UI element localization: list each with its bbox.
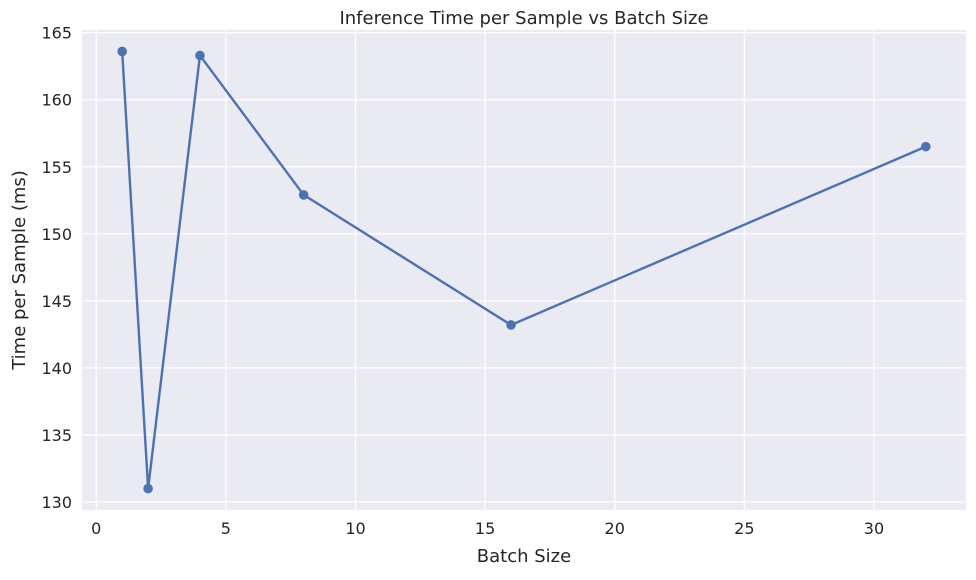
- y-tick-label: 160: [41, 91, 72, 110]
- series-line: [120, 51, 927, 490]
- data-point: [921, 141, 931, 152]
- x-tick-label: 10: [345, 519, 365, 538]
- data-point: [143, 483, 153, 494]
- y-tick-label: 155: [41, 158, 72, 177]
- x-axis-label: Batch Size: [477, 546, 571, 567]
- y-tick-label: 130: [41, 493, 72, 512]
- plot-area: [82, 30, 966, 510]
- x-tick-label: 5: [221, 519, 231, 538]
- x-tick-label: 0: [91, 519, 101, 538]
- y-tick-label: 165: [41, 24, 72, 43]
- x-axis-ticks: 0 5 10 15 20 25 30: [91, 519, 884, 538]
- data-point: [298, 190, 309, 200]
- x-tick-label: 25: [734, 519, 754, 538]
- data-point: [117, 46, 127, 57]
- x-tick-label: 30: [864, 519, 884, 538]
- y-tick-label: 135: [41, 426, 72, 445]
- data-point: [195, 50, 205, 61]
- data-point: [506, 320, 516, 330]
- y-tick-label: 145: [41, 292, 72, 311]
- y-tick-label: 150: [41, 225, 72, 244]
- chart-title: Inference Time per Sample vs Batch Size: [339, 8, 708, 29]
- y-axis-ticks: 130 135 140 145 150 155 160 165: [41, 24, 72, 512]
- y-axis-label: Time per Sample (ms): [9, 170, 30, 371]
- grid: [82, 30, 966, 510]
- y-tick-label: 140: [41, 359, 72, 378]
- x-tick-label: 15: [475, 519, 495, 538]
- x-tick-label: 20: [605, 519, 625, 538]
- series-layer: [117, 46, 931, 494]
